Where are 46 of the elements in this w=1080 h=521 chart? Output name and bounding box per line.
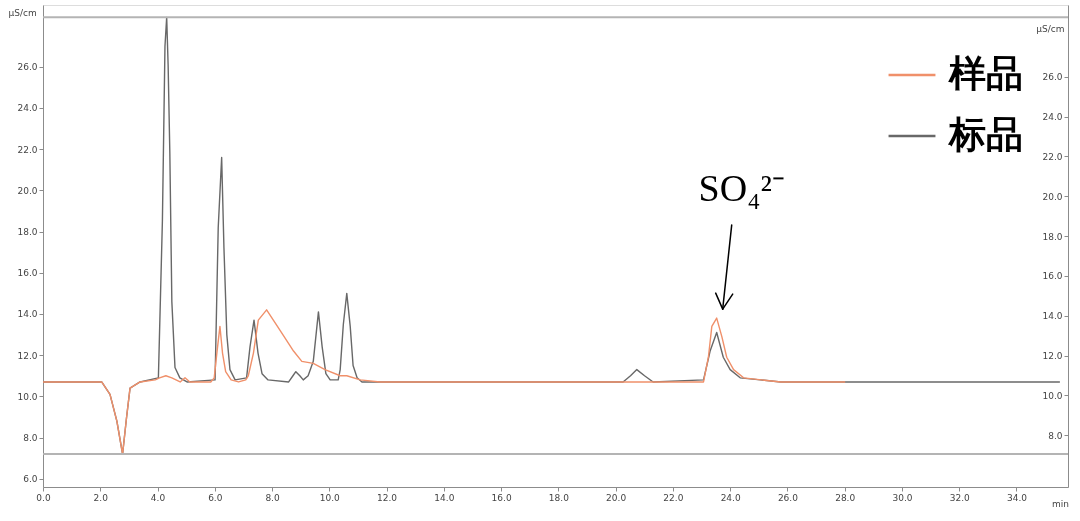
y-tick-label: 16.0: [17, 268, 38, 279]
x-tick-label: 6.0: [208, 492, 223, 503]
x-tick-label: 20.0: [606, 492, 627, 503]
x-tick-label: 2.0: [93, 492, 109, 503]
x-tick-label: 22.0: [663, 492, 684, 503]
x-axis-title: min: [1052, 498, 1069, 509]
y-tick-label: 12.0: [17, 350, 38, 361]
x-tick-label: 16.0: [491, 492, 512, 503]
x-tick-label: 0.0: [36, 492, 51, 503]
y-tick-label: 10.0: [17, 391, 38, 402]
legend-label: 标品: [947, 113, 1023, 156]
y2-axis-title: µS/cm: [1036, 23, 1065, 34]
y2-tick-label: 22.0: [1042, 151, 1063, 162]
x-tick-label: 4.0: [150, 492, 166, 503]
y2-tick-label: 26.0: [1042, 72, 1063, 83]
x-tick-label: 30.0: [892, 492, 913, 503]
y2-tick-label: 18.0: [1042, 231, 1063, 242]
x-tick-label: 12.0: [377, 492, 398, 503]
y-tick-label: 22.0: [17, 144, 38, 155]
y2-tick-label: 16.0: [1042, 271, 1063, 282]
y2-tick-label: 8.0: [1048, 430, 1063, 441]
x-tick-label: 24.0: [720, 492, 741, 503]
y-tick-label: 8.0: [23, 433, 38, 444]
x-tick-label: 26.0: [777, 492, 799, 503]
y-axis-title: µS/cm: [8, 7, 37, 18]
y-tick-label: 18.0: [17, 227, 38, 238]
x-tick-label: 32.0: [949, 492, 970, 503]
y-tick-label: 20.0: [17, 185, 38, 196]
line-series: [43, 309, 846, 455]
y2-tick-label: 20.0: [1042, 191, 1063, 202]
annotation: SO₄²⁻: [698, 167, 785, 210]
x-tick-label: 18.0: [548, 492, 570, 503]
x-tick-label: 8.0: [265, 492, 280, 503]
legend-label: 样品: [948, 52, 1023, 95]
y2-tick-label: 12.0: [1042, 351, 1063, 362]
y2-tick-label: 10.0: [1042, 390, 1063, 401]
x-tick-label: 34.0: [1006, 492, 1028, 503]
y2-tick-label: 24.0: [1042, 112, 1063, 123]
y-tick-label: 6.0: [23, 474, 38, 485]
y2-tick-label: 14.0: [1042, 311, 1063, 322]
y-tick-label: 24.0: [17, 103, 38, 114]
y-tick-label: 26.0: [17, 62, 38, 73]
y-tick-label: 14.0: [17, 309, 38, 320]
x-tick-label: 10.0: [319, 492, 341, 503]
x-tick-label: 28.0: [835, 492, 856, 503]
x-tick-label: 14.0: [434, 492, 455, 503]
